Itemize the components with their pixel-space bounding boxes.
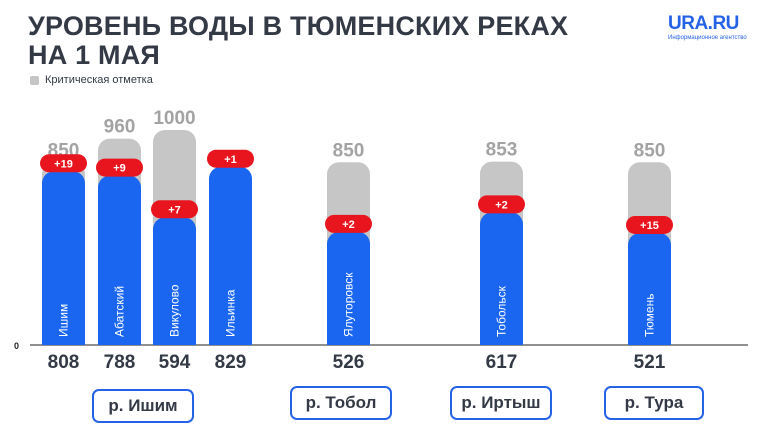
station-label-1: Абатский	[113, 286, 127, 337]
value-bar-base-1	[98, 333, 141, 345]
change-label-2: +7	[168, 204, 181, 216]
value-bar-base-0	[42, 333, 85, 345]
river-button-ishim[interactable]: р. Ишим	[92, 389, 194, 423]
legend-swatch	[30, 75, 39, 85]
value-label-4: 526	[333, 352, 365, 373]
value-label-1: 788	[104, 352, 136, 373]
value-bar-base-5	[480, 333, 523, 345]
value-label-0: 808	[48, 352, 80, 373]
station-label-4: Ялуторовск	[342, 272, 356, 337]
value-bar-1	[98, 175, 141, 345]
change-badge-0	[40, 154, 87, 173]
value-bar-base-2	[153, 333, 196, 345]
change-label-5: +2	[495, 199, 508, 211]
change-label-6: +15	[640, 220, 659, 232]
y-zero-label: 0	[14, 341, 19, 351]
value-bar-6	[628, 232, 671, 345]
value-label-6: 521	[634, 352, 666, 373]
value-bar-0	[42, 171, 85, 345]
critical-label-6: 850	[634, 140, 666, 161]
value-bar-3	[209, 166, 252, 345]
change-badge-3	[207, 149, 254, 168]
change-label-1: +9	[113, 163, 126, 175]
station-label-2: Викулово	[168, 284, 182, 337]
critical-label-4: 850	[333, 140, 365, 161]
critical-label-2: 1000	[153, 108, 195, 129]
change-label-4: +2	[342, 219, 355, 231]
value-label-2: 594	[159, 352, 191, 373]
logo-name: URA.RU	[668, 13, 739, 34]
value-bar-base-3	[209, 333, 252, 345]
critical-label-1: 960	[104, 117, 136, 138]
logo-tagline: Информационное агентство	[668, 35, 747, 41]
value-bar-5	[480, 212, 523, 345]
station-label-5: Тобольск	[495, 285, 509, 337]
value-label-3: 829	[215, 352, 247, 373]
legend-label: Критическая отметка	[45, 74, 153, 86]
river-button-tura[interactable]: р. Тура	[604, 386, 704, 420]
station-label-6: Тюмень	[643, 294, 657, 337]
legend: Критическая отметка	[30, 74, 153, 86]
value-bar-base-4	[327, 333, 370, 345]
change-badge-6	[626, 215, 673, 234]
logo: URA.RU Информационное агентство	[668, 14, 752, 42]
river-button-irtysh[interactable]: р. Иртыш	[450, 386, 552, 420]
change-badge-1	[96, 158, 143, 177]
chart-title: УРОВЕНЬ ВОДЫ В ТЮМЕНСКИХ РЕКАХ НА 1 МАЯ	[28, 11, 569, 70]
station-label-0: Ишим	[57, 304, 71, 337]
change-badge-4	[325, 214, 372, 233]
value-bar-4	[327, 231, 370, 345]
value-bar-2	[153, 217, 196, 345]
value-bar-base-6	[628, 333, 671, 345]
station-label-3: Ильинка	[224, 289, 238, 337]
river-button-tobol[interactable]: р. Тобол	[290, 386, 392, 420]
change-label-3: +1	[224, 154, 237, 166]
critical-label-5: 853	[486, 140, 518, 161]
change-label-0: +19	[54, 158, 73, 170]
change-badge-2	[151, 200, 198, 219]
value-label-5: 617	[486, 352, 518, 373]
change-badge-5	[478, 195, 525, 214]
